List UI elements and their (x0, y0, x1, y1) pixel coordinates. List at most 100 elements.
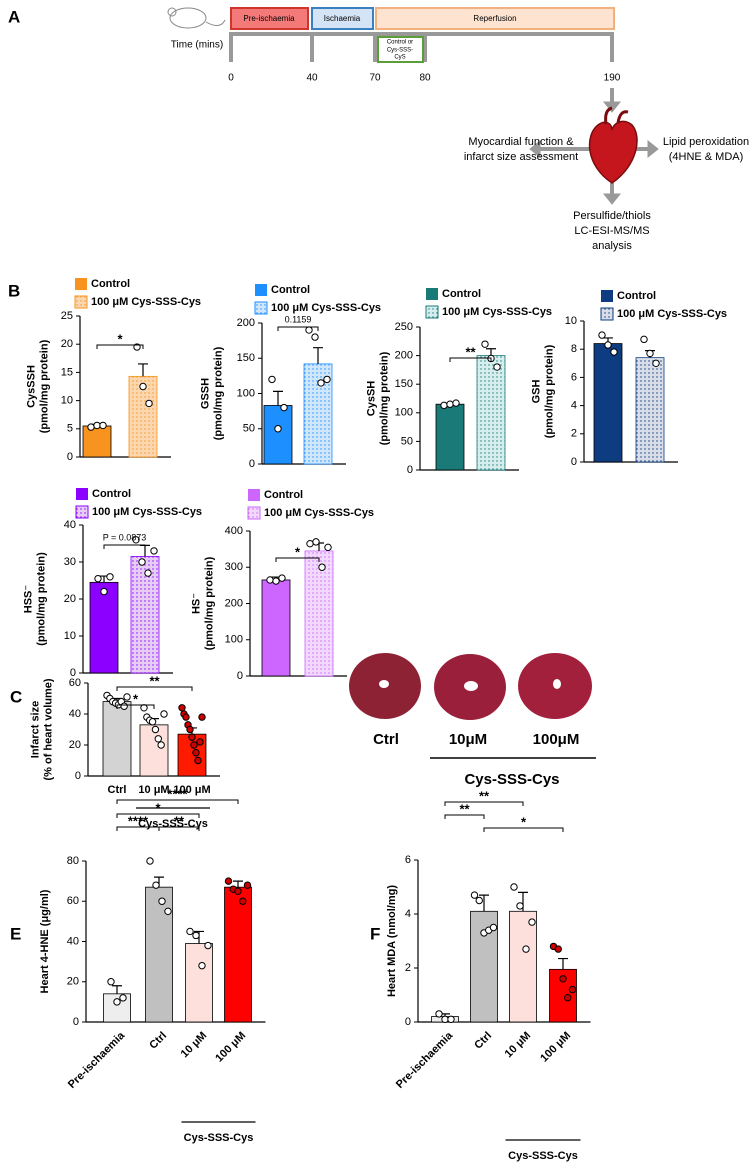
data-point (158, 897, 166, 905)
data-point (194, 756, 202, 765)
error-bar (558, 957, 568, 970)
bar (89, 581, 119, 674)
data-point (272, 577, 280, 585)
panel-label: A (8, 7, 20, 26)
y-tick-label: 100 (395, 407, 413, 419)
output-text: Persulfide/thiols (573, 210, 651, 222)
data-point (186, 725, 194, 734)
data-point (274, 425, 282, 433)
y-tick-label: 200 (395, 350, 413, 362)
panel-label: E (10, 924, 21, 943)
y-tick-label: 10 (61, 395, 73, 407)
slice-lumen (553, 679, 561, 689)
significance-label: ** (149, 673, 160, 688)
y-tick-label: 25 (61, 310, 73, 322)
data-point (470, 891, 479, 899)
y-axis-label: CysSH (365, 381, 377, 417)
y-tick-label: 60 (67, 895, 79, 907)
output-text: infarct size assessment (464, 151, 578, 163)
y-tick-label: 400 (225, 525, 243, 537)
y-tick-label: 10 (565, 315, 577, 327)
chart: 0 50 100 150 200 GSSH (pmol/mg protein) Control… (199, 284, 381, 470)
legend-label: Control (264, 489, 303, 501)
y-tick-label: 0 (405, 1016, 411, 1028)
data-point (152, 881, 160, 889)
legend-swatch (74, 295, 88, 309)
data-point (94, 574, 102, 583)
y-tick-label: 0 (70, 667, 76, 679)
x-tick-label: 100 μM (173, 784, 210, 796)
data-point (113, 998, 121, 1006)
legend-swatch (426, 288, 438, 300)
y-tick-label: 0 (249, 458, 255, 470)
data-point (192, 749, 200, 757)
y-axis-label: (pmol/mg protein) (203, 556, 215, 650)
chart: C 0 20 40 60 Infarct size (% of heart volume) C… (10, 673, 220, 830)
bar (304, 550, 334, 677)
data-point (196, 738, 204, 746)
data-point (528, 918, 536, 926)
slice-lumen (379, 680, 389, 688)
error-bar (518, 891, 528, 912)
y-tick-label: 80 (67, 855, 79, 867)
chart: 0 10 20 30 40 HSS⁻ (pmol/mg protein) Control 100… (22, 488, 202, 679)
significance-label: ** (174, 813, 185, 828)
legend-label: 100 μM Cys-SSS-Cys (264, 507, 374, 519)
time-tick: 40 (306, 73, 318, 84)
heart-vessels (604, 106, 629, 125)
significance-bracket (116, 704, 155, 709)
time-tick: 0 (228, 73, 234, 84)
group-label: Cys-SSS-Cys (184, 1132, 254, 1144)
legend-label: 100 μM Cys-SSS-Cys (91, 296, 201, 308)
data-point (522, 945, 530, 953)
data-point (441, 1015, 449, 1023)
slice-lumen (464, 681, 478, 691)
y-tick-label: 60 (69, 677, 81, 689)
y-tick-label: 4 (571, 400, 577, 412)
legend-swatch (255, 284, 267, 296)
sample-label: 10μM (449, 731, 487, 748)
significance-bracket (444, 814, 485, 819)
data-point (306, 539, 314, 548)
data-point (224, 877, 233, 885)
output-text: Lipid peroxidation (663, 136, 749, 148)
output-text: Myocardial function & (468, 136, 574, 148)
y-axis-label: (pmol/mg protein) (543, 344, 555, 438)
y-tick-label: 250 (395, 321, 413, 333)
data-point (186, 927, 194, 936)
data-point (489, 923, 498, 932)
data-point (151, 725, 160, 734)
data-point (198, 961, 206, 970)
legend-label: Control (617, 290, 656, 302)
time-tick: 190 (604, 73, 621, 84)
mouse-tail (205, 19, 226, 26)
phase-label: Ischaemia (324, 14, 361, 23)
data-point (146, 857, 154, 865)
y-tick-label: 20 (67, 976, 79, 988)
y-axis-label: Heart 4-HNE (μg/ml) (39, 889, 51, 993)
time-tick: 70 (369, 73, 381, 84)
significance-label: * (521, 814, 527, 829)
significance-label: **** (167, 786, 188, 801)
data-point (493, 363, 501, 371)
significance-label: 0.1159 (285, 314, 312, 324)
data-point (190, 741, 198, 749)
y-axis-label: (pmol/mg protein) (212, 346, 224, 440)
data-point (139, 382, 147, 391)
significance-label: * (295, 544, 301, 559)
y-axis-label: (% of heart volume) (42, 678, 54, 780)
data-point (157, 741, 165, 749)
y-tick-label: 20 (69, 739, 81, 751)
legend-label: 100 μM Cys-SSS-Cys (271, 302, 381, 314)
data-point (99, 421, 107, 430)
x-tick-label: Pre-ischaemia (394, 1029, 456, 1091)
y-tick-label: 200 (237, 317, 255, 329)
significance-bracket (277, 326, 319, 331)
data-point (148, 718, 157, 726)
legend-label: 100 μM Cys-SSS-Cys (442, 306, 552, 318)
treatment-text: CyS (394, 55, 405, 61)
data-point (182, 713, 190, 721)
significance-label: ** (465, 344, 476, 359)
group-label: Cys-SSS-Cys (508, 1150, 578, 1162)
